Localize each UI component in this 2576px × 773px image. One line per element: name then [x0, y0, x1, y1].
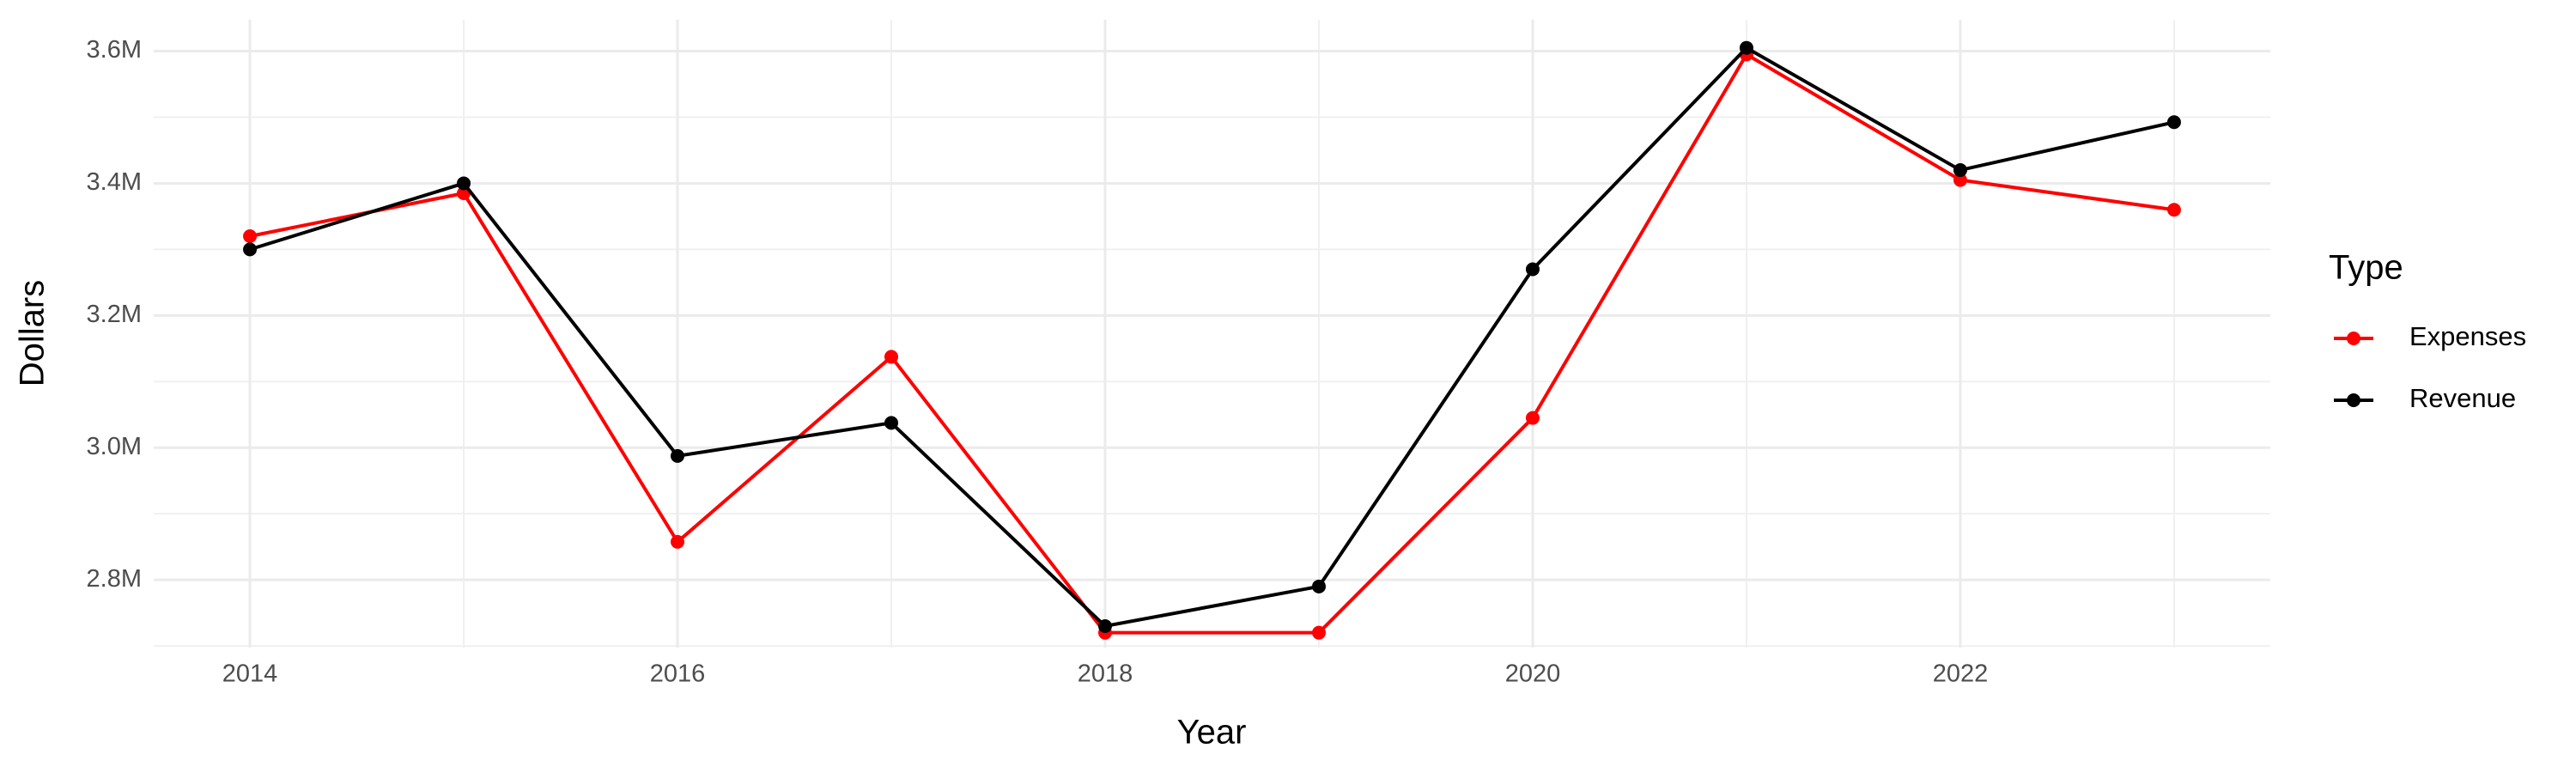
x-tick-label: 2014 — [222, 660, 278, 688]
x-tick-label: 2020 — [1505, 660, 1561, 688]
grid — [154, 20, 2270, 648]
data-point — [671, 534, 685, 549]
data-point — [1098, 618, 1113, 633]
series-line — [249, 46, 2175, 629]
data-point — [2166, 203, 2181, 217]
data-point — [1525, 411, 1540, 425]
legend-label: Revenue — [2409, 383, 2516, 413]
data-point — [457, 176, 471, 191]
y-axis-title: Dollars — [14, 280, 52, 386]
y-tick-label: 2.8M — [87, 565, 142, 593]
series-line — [249, 52, 2175, 635]
data-point — [1525, 262, 1540, 277]
data-point — [671, 448, 685, 463]
x-tick-label: 2018 — [1078, 660, 1133, 688]
legend-key-point — [2347, 393, 2360, 407]
legend-key-point — [2347, 332, 2360, 345]
legend-title: Type — [2329, 249, 2403, 287]
data-point — [1953, 173, 1967, 187]
y-tick-label: 3.6M — [87, 36, 142, 64]
data-point — [1953, 163, 1967, 178]
data-point — [1739, 40, 1753, 55]
x-tick-label: 2016 — [650, 660, 706, 688]
data-point — [243, 242, 258, 257]
data-point — [243, 229, 258, 244]
x-tick-label: 2022 — [1933, 660, 1989, 688]
x-axis-title: Year — [1177, 714, 1247, 752]
data-point — [884, 416, 899, 430]
y-tick-label: 3.0M — [87, 433, 142, 460]
data-point — [2166, 115, 2181, 130]
y-tick-label: 3.2M — [87, 301, 142, 328]
data-point — [884, 350, 899, 364]
y-tick-label: 3.4M — [87, 168, 142, 196]
data-point — [1311, 625, 1326, 640]
legend-label: Expenses — [2409, 321, 2526, 351]
data-point — [1311, 579, 1326, 593]
